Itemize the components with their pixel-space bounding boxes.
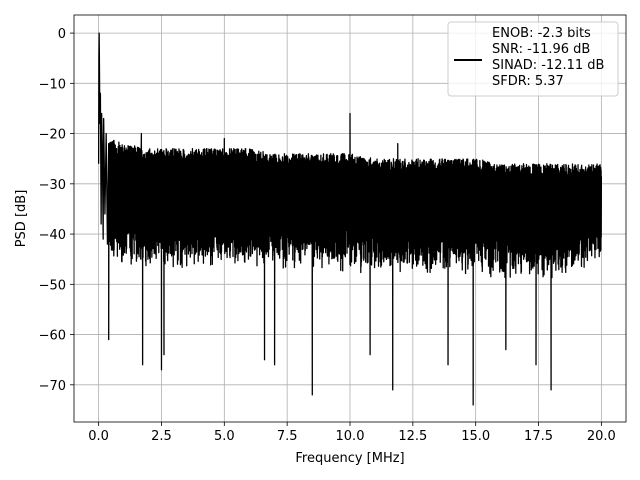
x-tick-label: 2.5 [151,429,172,444]
legend-entry: SNR: -11.96 dB [492,42,590,57]
y-tick-label: −10 [39,77,66,92]
x-tick-label: 12.5 [398,429,427,444]
x-tick-label: 0.0 [88,429,109,444]
legend-box [447,21,619,97]
x-tick-label: 15.0 [461,429,490,444]
legend-entry: SFDR: 5.37 [492,74,564,89]
axis-ticks: 0.0 2.5 5.0 7.5 10.0 12.5 15.0 17.5 20.0 0 −10 −20 −… [39,27,616,444]
y-tick-label: −60 [39,329,66,344]
psd-series [97,32,603,406]
x-tick-label: 5.0 [214,429,235,444]
x-axis-label: Frequency [MHz] [295,451,404,466]
y-tick-label: −50 [39,278,66,293]
y-tick-label: 0 [58,27,66,42]
y-tick-label: −40 [39,228,66,243]
legend-entry: ENOB: -2.3 bits [492,26,591,41]
y-tick-label: −30 [39,178,66,193]
y-axis-label: PSD [dB] [14,190,29,248]
x-tick-label: 10.0 [336,429,365,444]
x-tick-label: 7.5 [277,429,298,444]
psd-trace [97,32,603,406]
legend-entry: SINAD: -12.11 dB [492,58,604,73]
y-tick-label: −70 [39,379,66,394]
x-tick-label: 17.5 [524,429,553,444]
y-tick-label: −20 [39,128,66,143]
x-tick-label: 20.0 [587,429,616,444]
